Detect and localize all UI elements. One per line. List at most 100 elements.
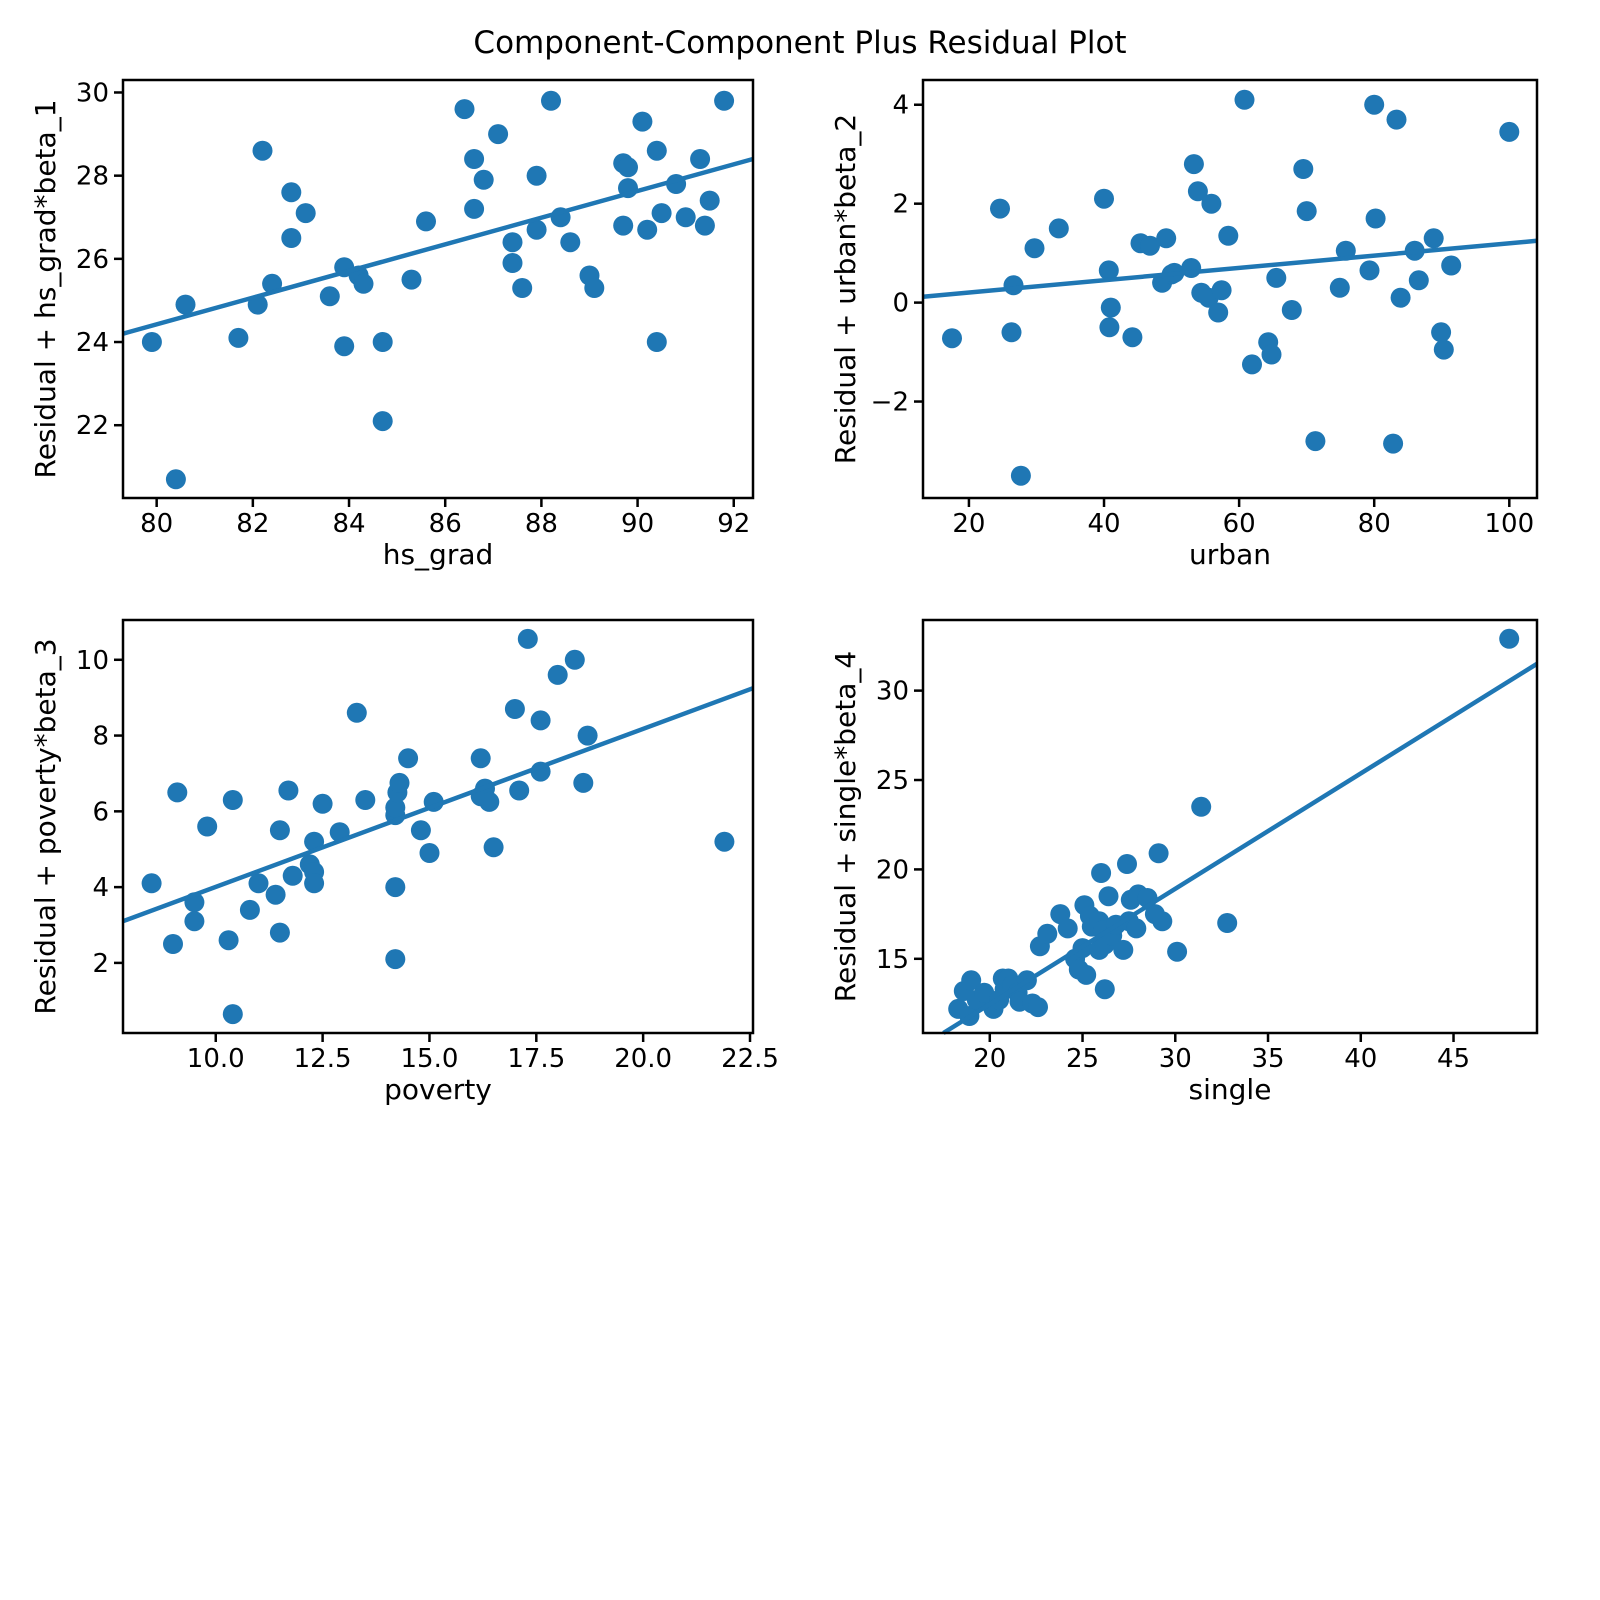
scatter-point xyxy=(385,949,406,970)
y-tick-label: 20 xyxy=(876,855,909,885)
scatter-point xyxy=(248,873,269,894)
scatter-point xyxy=(1201,193,1222,214)
x-tick-label: 12.5 xyxy=(294,1044,352,1074)
scatter-point xyxy=(1423,228,1444,249)
scatter-point xyxy=(1187,181,1208,202)
scatter-point xyxy=(547,664,568,685)
scatter-point xyxy=(530,710,551,731)
scatter-point xyxy=(416,211,436,232)
y-tick-label: 8 xyxy=(92,722,109,752)
scatter-point xyxy=(1098,886,1119,907)
y-tick-label: 4 xyxy=(892,91,909,121)
y-tick-label: 24 xyxy=(76,328,109,358)
scatter-point xyxy=(974,982,995,1003)
scatter-point xyxy=(637,219,658,240)
scatter-point xyxy=(1094,188,1114,209)
ccpr-panel-urban: 20 40 60 80 100 −2 0 2 4 urban Residual + urban*be… xyxy=(829,78,1539,571)
scatter-point xyxy=(1359,260,1380,281)
scatter-point xyxy=(1048,218,1069,239)
scatter-point xyxy=(419,843,440,863)
scatter-point xyxy=(1441,255,1462,276)
plot-frame xyxy=(121,618,755,1035)
scatter-point xyxy=(252,140,273,161)
scatter-point xyxy=(1390,287,1411,308)
scatter-point xyxy=(454,99,475,120)
scatter-point xyxy=(675,207,696,228)
scatter-point xyxy=(319,286,340,307)
scatter-point xyxy=(281,228,302,248)
scatter-point xyxy=(1091,863,1112,883)
y-tick-label: 28 xyxy=(76,162,109,192)
scatter-point xyxy=(502,232,523,253)
scatter-point xyxy=(239,899,260,920)
scatter-point xyxy=(312,793,333,814)
scatter-point xyxy=(1217,913,1238,933)
scatter-point xyxy=(573,772,594,793)
x-axis-label: hs_grad xyxy=(383,538,494,571)
scatter-point xyxy=(1218,225,1239,246)
x-tick-label: 20 xyxy=(952,509,985,539)
scatter-point xyxy=(961,970,982,991)
scatter-point xyxy=(694,215,715,236)
scatter-point xyxy=(1183,154,1204,175)
scatter-point xyxy=(228,327,249,348)
scatter-point xyxy=(502,253,523,273)
y-tick-label: 6 xyxy=(92,797,109,827)
y-axis-label: Residual + urban*beta_2 xyxy=(829,114,862,464)
scatter-point xyxy=(1431,322,1452,343)
scatter-point xyxy=(281,182,302,203)
scatter-point xyxy=(646,140,667,161)
scatter-point xyxy=(269,922,290,943)
y-tick-label: 30 xyxy=(76,78,109,108)
scatter-point xyxy=(165,469,186,490)
scatter-point xyxy=(1010,465,1031,486)
scatter-point xyxy=(1028,997,1048,1018)
x-tick-label: 90 xyxy=(621,509,654,539)
ccpr-panel-poverty: 10.0 12.5 15.0 17.5 20.0 22.5 2 4 6 8 10 poverty Res… xyxy=(29,618,779,1106)
x-tick-label: 35 xyxy=(1251,1044,1284,1074)
scatter-point xyxy=(1383,433,1404,454)
scatter-point xyxy=(1167,941,1188,962)
scatter-point xyxy=(714,90,735,111)
scatter-point xyxy=(163,934,183,954)
scatter-point xyxy=(1499,628,1520,649)
plot-frame xyxy=(121,78,755,500)
scatter-point xyxy=(1329,277,1350,298)
scatter-point xyxy=(1499,121,1520,142)
scatter-point xyxy=(1076,964,1097,985)
x-tick-label: 80 xyxy=(140,509,173,539)
scatter-point xyxy=(353,273,374,294)
scatter-point xyxy=(389,772,410,793)
scatter-point xyxy=(577,725,598,746)
scatter-point xyxy=(197,816,218,837)
scatter-point xyxy=(526,165,547,186)
scatter-point xyxy=(1117,854,1137,874)
scatter-point xyxy=(167,782,188,803)
x-axis-label: urban xyxy=(1189,538,1271,571)
scatter-point xyxy=(942,328,962,349)
scatter-point xyxy=(1113,939,1134,960)
scatter-point xyxy=(410,820,431,841)
scatter-point xyxy=(269,820,290,841)
y-tick-label: 26 xyxy=(76,245,109,275)
x-tick-label: 30 xyxy=(1159,1044,1192,1074)
scatter-point xyxy=(385,797,406,818)
scatter-point xyxy=(1305,431,1326,452)
scatter-point xyxy=(473,169,494,190)
scatter-point xyxy=(1242,354,1262,375)
y-tick-label: 30 xyxy=(876,677,909,707)
fit-line xyxy=(942,661,1539,1035)
scatter-point xyxy=(479,791,500,812)
scatter-point xyxy=(1208,302,1229,323)
scatter-point xyxy=(1296,201,1317,222)
scatter-point xyxy=(1122,327,1143,348)
y-tick-label: 4 xyxy=(92,873,109,903)
y-axis-label: Residual + single*beta_4 xyxy=(829,651,862,1002)
scatter-point xyxy=(651,203,672,224)
scatter-point xyxy=(372,332,393,352)
scatter-point xyxy=(541,90,561,111)
scatter-point xyxy=(646,332,667,352)
scatter-point xyxy=(632,111,653,132)
scatter-point xyxy=(372,411,393,432)
